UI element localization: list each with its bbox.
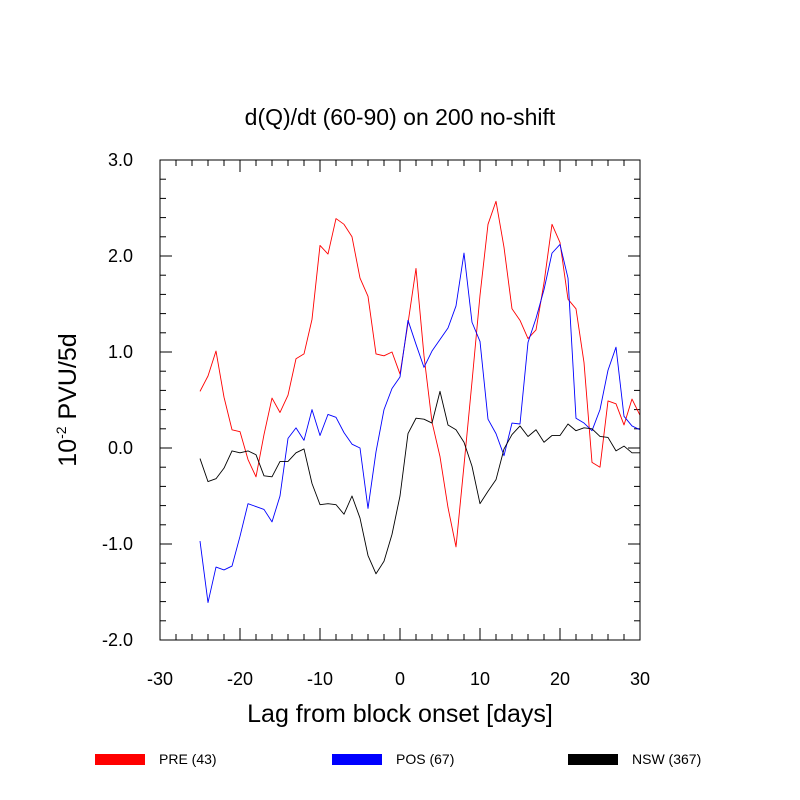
legend-swatch <box>568 754 618 765</box>
y-tick-label: 1.0 <box>108 342 133 362</box>
x-tick-label: -20 <box>227 669 253 689</box>
y-axis-label: 10-2 PVU/5d <box>53 333 82 466</box>
y-axis-label-unit: PVU/5d <box>54 333 82 426</box>
x-axis-label: Lag from block onset [days] <box>247 700 553 728</box>
y-tick-label: -1.0 <box>102 534 133 554</box>
y-tick-label: -2.0 <box>102 630 133 650</box>
x-tick-label: 30 <box>630 669 650 689</box>
x-tick-label: 10 <box>470 669 490 689</box>
y-tick-label: 3.0 <box>108 150 133 170</box>
y-tick-labels: -2.0 -1.0 0.0 1.0 2.0 3.0 <box>102 150 133 650</box>
series-line-2 <box>199 390 640 575</box>
legend-swatch <box>95 754 145 765</box>
axis-ticks <box>159 159 641 641</box>
series-line-1 <box>199 244 641 604</box>
legend-swatch <box>332 754 382 765</box>
legend-label: PRE (43) <box>159 751 217 767</box>
legend-label: POS (67) <box>396 751 454 767</box>
x-tick-label: 0 <box>395 669 405 689</box>
x-tick-label: 20 <box>550 669 570 689</box>
chart-title: d(Q)/dt (60-90) on 200 no-shift <box>245 104 556 130</box>
series-line-0 <box>199 200 641 548</box>
x-tick-label: -30 <box>147 669 173 689</box>
legend-label: NSW (367) <box>632 751 701 767</box>
y-tick-label: 2.0 <box>108 246 133 266</box>
y-axis-label-exponent: -2 <box>53 426 69 439</box>
x-tick-label: -10 <box>307 669 333 689</box>
y-axis-label-base: 10 <box>54 439 82 467</box>
x-tick-labels: -30 -20 -10 0 10 20 30 <box>147 669 650 689</box>
series-layer <box>199 200 641 604</box>
y-tick-label: 0.0 <box>108 438 133 458</box>
legend: PRE (43) POS (67) NSW (367) <box>95 751 701 767</box>
plot-frame <box>159 159 641 641</box>
